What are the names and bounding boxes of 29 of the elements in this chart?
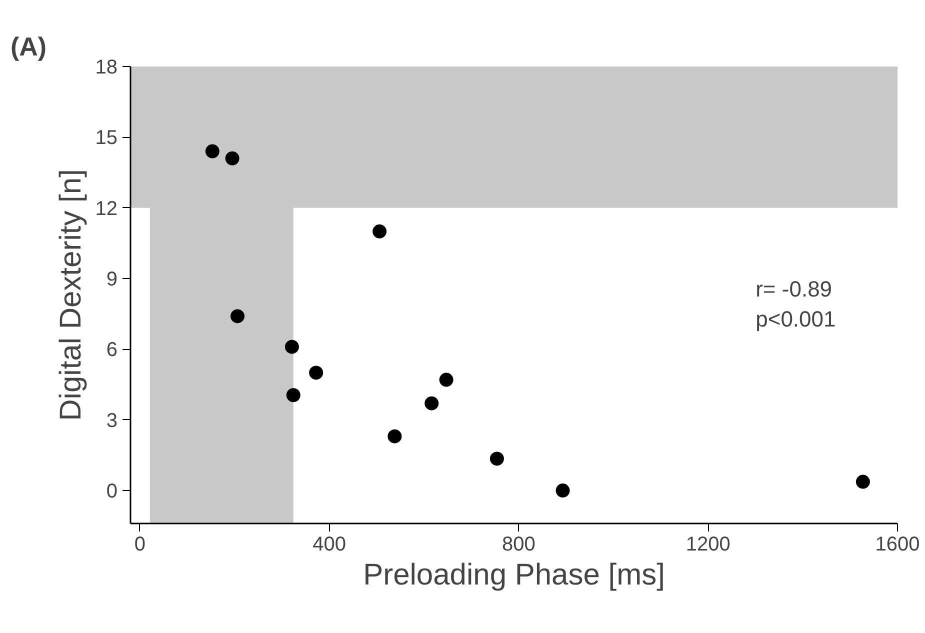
point: [424, 396, 439, 410]
y-tick-label: 3: [106, 410, 118, 432]
point: [856, 474, 870, 489]
point: [230, 309, 244, 324]
x-tick-label: 1200: [686, 534, 730, 556]
annotation: r= -0.89 p<0.001: [756, 276, 836, 332]
text: (A): [10, 32, 47, 62]
x-tick-label: 800: [502, 534, 536, 556]
point: [388, 429, 402, 444]
point: [490, 452, 504, 466]
y-tick-label: 9: [106, 268, 118, 291]
y-tick-label: 15: [95, 127, 118, 150]
point: [286, 388, 300, 402]
point: [205, 144, 220, 158]
x-tick-label: 400: [312, 534, 346, 556]
point: [225, 151, 240, 166]
x-tick-label: 1600: [875, 534, 920, 556]
point: [284, 340, 299, 354]
y-axis-title: Digital Dexterity [n]: [54, 169, 88, 421]
y-tick-label: 6: [106, 339, 118, 362]
point: [372, 224, 387, 238]
x-axis-title: Preloading Phase [ms]: [363, 558, 665, 592]
x-tick-label: 0: [134, 534, 146, 556]
point: [439, 372, 454, 387]
y-tick-label: 18: [95, 56, 118, 78]
y-tick-label: 12: [95, 198, 118, 220]
y-tick-label: 0: [106, 480, 118, 503]
point: [309, 366, 324, 380]
point: [556, 484, 570, 498]
